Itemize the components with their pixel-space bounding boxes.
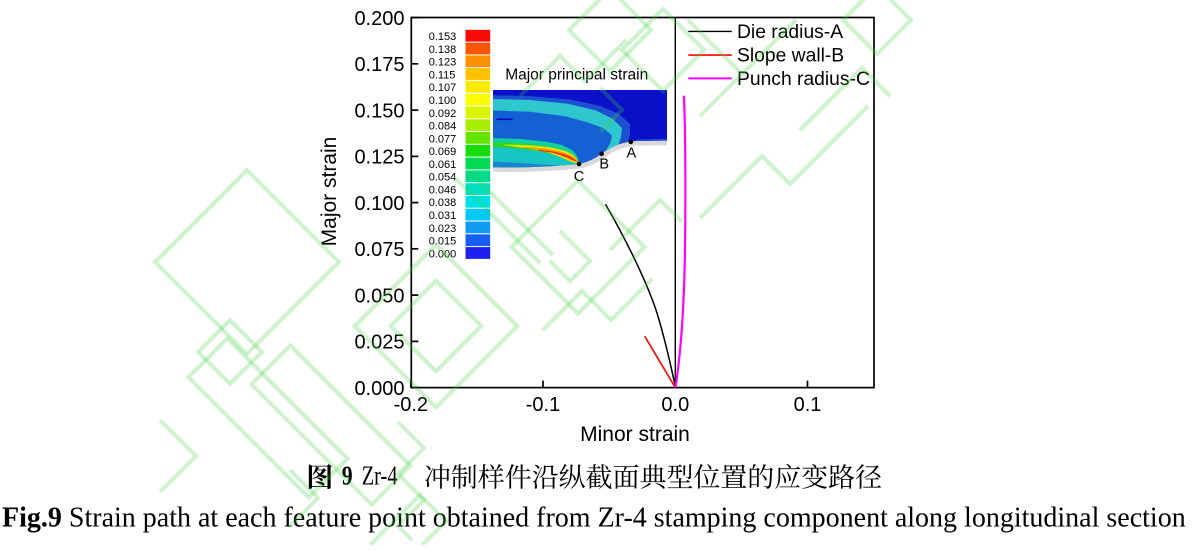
svg-text:0.115: 0.115 [429, 69, 456, 81]
svg-text:Fig.9 Strain path at each feat: Fig.9 Strain path at each feature point … [2, 503, 1186, 534]
svg-text:0.025: 0.025 [354, 332, 404, 354]
svg-text:0.075: 0.075 [354, 239, 404, 261]
svg-text:0.084: 0.084 [429, 121, 457, 133]
svg-text:0.046: 0.046 [429, 185, 457, 197]
svg-text:0.150: 0.150 [354, 100, 404, 122]
svg-text:0.031: 0.031 [429, 210, 457, 222]
svg-text:0.000: 0.000 [354, 378, 404, 400]
svg-text:0.1: 0.1 [794, 394, 822, 416]
svg-text:Punch radius-C: Punch radius-C [737, 69, 870, 90]
svg-text:0.050: 0.050 [354, 285, 404, 307]
svg-text:0.138: 0.138 [429, 44, 457, 56]
svg-text:0.153: 0.153 [429, 31, 457, 43]
svg-text:9: 9 [342, 461, 353, 491]
svg-text:Minor strain: Minor strain [580, 423, 690, 446]
svg-text:Major strain: Major strain [318, 137, 341, 247]
svg-text:Major principal strain: Major principal strain [505, 67, 648, 84]
svg-text:B: B [599, 156, 609, 172]
svg-text:0.023: 0.023 [429, 223, 457, 235]
svg-text:0.0: 0.0 [661, 394, 689, 416]
svg-text:0.125: 0.125 [354, 147, 404, 169]
svg-text:-0.1: -0.1 [526, 394, 560, 416]
svg-text:C: C [574, 169, 584, 185]
svg-text:0.175: 0.175 [354, 54, 404, 76]
svg-text:0.107: 0.107 [429, 82, 457, 94]
svg-text:Die radius-A: Die radius-A [737, 22, 843, 43]
svg-text:0.069: 0.069 [429, 146, 457, 158]
svg-text:-0.2: -0.2 [394, 394, 428, 416]
svg-text:Slope wall-B: Slope wall-B [737, 46, 844, 67]
svg-text:0.092: 0.092 [429, 108, 457, 120]
svg-text:0.100: 0.100 [354, 193, 404, 215]
svg-text:Zr-4: Zr-4 [362, 461, 398, 492]
svg-text:0.200: 0.200 [354, 8, 404, 30]
svg-text:0.077: 0.077 [429, 133, 457, 145]
svg-text:0.061: 0.061 [429, 159, 457, 171]
svg-text:0.000: 0.000 [429, 248, 457, 260]
svg-text:0.038: 0.038 [429, 197, 457, 209]
svg-text:0.015: 0.015 [429, 236, 457, 248]
svg-text:0.054: 0.054 [429, 172, 457, 184]
svg-text:0.123: 0.123 [429, 57, 457, 69]
svg-text:A: A [626, 146, 636, 162]
svg-text:0.100: 0.100 [429, 95, 457, 107]
